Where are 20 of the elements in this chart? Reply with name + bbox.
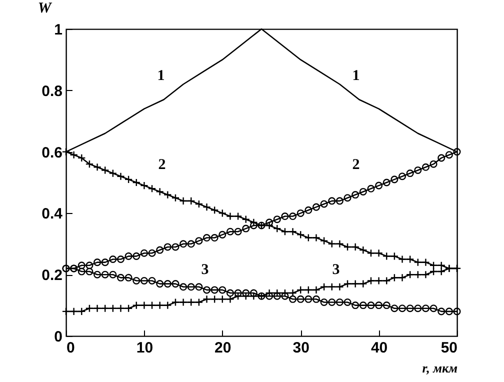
x-tick-label: 50 [440, 340, 458, 356]
y-tick-label: 1 [54, 22, 62, 38]
y-axis-title: W [38, 0, 53, 16]
annotation: 2 [352, 157, 360, 173]
x-tick-label: 40 [370, 340, 388, 356]
x-tick-label: 30 [292, 340, 310, 356]
y-tick-label: 0.6 [42, 144, 62, 162]
x-tick-label: 10 [136, 340, 154, 356]
annotation: 2 [158, 157, 166, 173]
y-tick-label: 0.8 [42, 82, 62, 100]
x-axis-title: r, мкм [422, 360, 458, 376]
annotation: 3 [332, 262, 340, 278]
annotation: 3 [201, 262, 209, 278]
y-tick-label: 0.4 [42, 206, 64, 223]
annotation: 1 [157, 68, 165, 84]
x-tick-label: 20 [214, 340, 232, 356]
y-tick-label: 0.2 [42, 267, 62, 284]
y-tick-label: 0 [54, 328, 62, 346]
annotation: 1 [352, 68, 360, 84]
x-tick-label: 0 [66, 340, 75, 356]
